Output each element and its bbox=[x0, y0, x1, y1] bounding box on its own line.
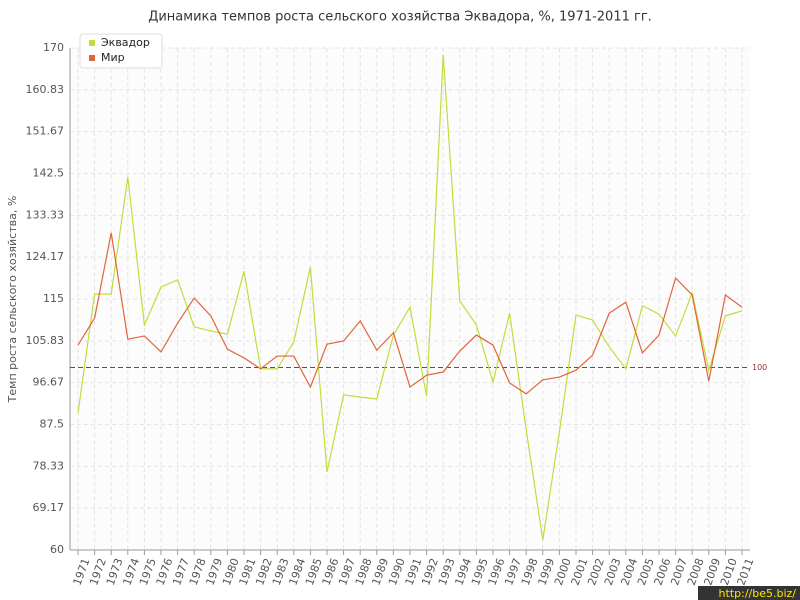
y-tick-label: 170 bbox=[43, 41, 64, 54]
legend-box bbox=[79, 33, 163, 69]
y-tick-label: 105.83 bbox=[26, 334, 65, 347]
y-tick-label: 87.5 bbox=[40, 418, 65, 431]
legend: Эквадор Мир bbox=[79, 33, 163, 69]
legend-label: Мир bbox=[101, 51, 125, 64]
series-line bbox=[77, 232, 743, 395]
watermark-bg bbox=[698, 586, 800, 600]
legend-label: Эквадор bbox=[101, 36, 150, 49]
y-tick-label: 69.17 bbox=[33, 501, 65, 514]
y-tick-label: 151.67 bbox=[26, 125, 65, 138]
reference-label: 100 bbox=[752, 363, 767, 372]
y-tick-label: 124.17 bbox=[26, 250, 65, 263]
y-tick-label: 78.33 bbox=[33, 459, 65, 472]
legend-swatch bbox=[89, 55, 95, 61]
y-tick-label: 96.67 bbox=[33, 376, 65, 389]
series-line bbox=[77, 54, 743, 541]
y-tick-label: 60 bbox=[50, 543, 64, 556]
y-axis-title: Темп роста сельского хозяйства, % bbox=[6, 196, 19, 404]
watermark: http://be5.biz/ bbox=[719, 587, 797, 600]
y-tick-label: 115 bbox=[43, 292, 64, 305]
legend-swatch bbox=[89, 40, 95, 46]
y-tick-label: 160.83 bbox=[26, 83, 65, 96]
y-tick-label: 133.33 bbox=[26, 208, 65, 221]
chart-title: Динамика темпов роста сельского хозяйств… bbox=[148, 10, 652, 25]
y-tick-label: 142.5 bbox=[33, 167, 65, 180]
